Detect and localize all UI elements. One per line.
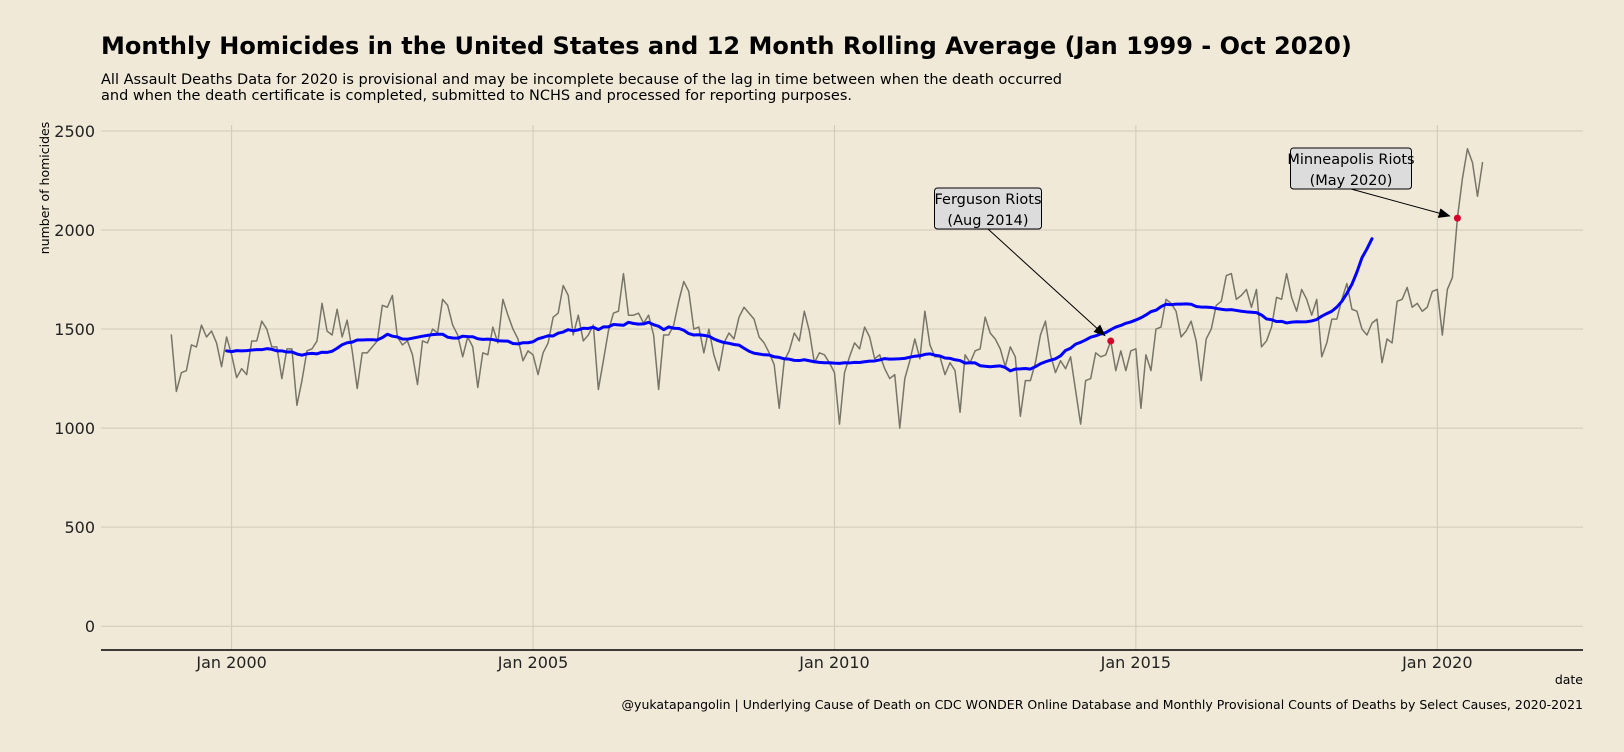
x-tick-label: Jan 2005 xyxy=(497,653,568,672)
annotation-layer: Ferguson Riots (Aug 2014) Minneapolis Riot… xyxy=(934,147,1461,345)
x-axis-label: date xyxy=(1555,672,1583,687)
annotation-box xyxy=(1290,147,1412,190)
y-axis-label: number of homicides xyxy=(37,122,52,254)
annotation-label-line: (Aug 2014) xyxy=(947,213,1028,229)
chart-subtitle-line-2: and when the death certificate is comple… xyxy=(101,88,853,104)
annotation-label-line: Ferguson Riots xyxy=(934,192,1041,208)
event-marker-dot xyxy=(1453,214,1461,222)
y-tick-label: 2500 xyxy=(54,122,95,141)
x-tick-label: Jan 2010 xyxy=(798,653,869,672)
x-tick-label: Jan 2000 xyxy=(195,653,266,672)
y-tick-label: 1000 xyxy=(54,419,95,438)
annotation-arrow xyxy=(1350,188,1451,218)
x-tick-label: Jan 2015 xyxy=(1100,653,1171,672)
y-tick-label: 1500 xyxy=(54,320,95,339)
chart-subtitle-line-1: All Assault Deaths Data for 2020 is prov… xyxy=(101,72,1063,88)
grid-layer xyxy=(101,125,1583,650)
x-tick-label: Jan 2020 xyxy=(1401,653,1472,672)
annotation-box xyxy=(934,187,1042,230)
annotation-label-line: (May 2020) xyxy=(1310,173,1393,189)
rolling-average-line xyxy=(225,237,1374,373)
monthly-homicides-line xyxy=(170,148,1484,429)
annotation-ferguson: Ferguson Riots (Aug 2014) xyxy=(934,187,1115,345)
y-tick-label: 0 xyxy=(85,617,95,636)
series-layer xyxy=(170,148,1484,429)
chart-title: Monthly Homicides in the United States a… xyxy=(101,32,1352,60)
y-tick-label: 2000 xyxy=(54,221,95,240)
event-marker-dot xyxy=(1107,337,1115,345)
annotation-minneapolis: Minneapolis Riots (May 2020) xyxy=(1287,147,1461,222)
axis-layer: 0 500 1000 1500 2000 2500 Jan 2000 Jan 2005 Jan … xyxy=(54,122,1583,672)
annotation-arrow xyxy=(987,228,1106,337)
y-tick-label: 500 xyxy=(64,518,95,537)
annotation-label-line: Minneapolis Riots xyxy=(1287,152,1414,168)
source-caption: @yukatapangolin | Underlying Cause of De… xyxy=(622,697,1583,712)
